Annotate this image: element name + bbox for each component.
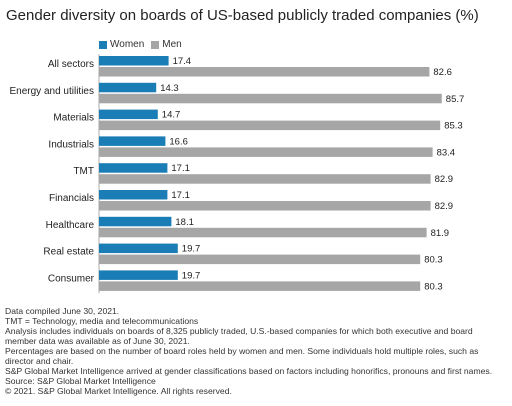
legend-item-women: Women	[99, 39, 144, 50]
bar-women	[99, 243, 178, 254]
legend-label-men: Men	[162, 39, 182, 50]
category-label: Financials	[49, 193, 94, 204]
footnote-line: © 2021. S&P Global Market Intelligence. …	[5, 386, 232, 396]
footnote-line: S&P Global Market Intelligence arrived a…	[5, 366, 493, 376]
bar-men	[99, 120, 441, 131]
footnotes: Data compiled June 30, 2021. TMT = Techno…	[5, 306, 510, 396]
footnote-line: director and chair.	[5, 356, 74, 366]
data-label-men: 83.4	[437, 147, 456, 158]
data-label-men: 81.9	[431, 228, 450, 239]
footnote-line: TMT = Technology, media and telecommunic…	[5, 316, 199, 326]
bar-women	[99, 270, 178, 280]
bar-men	[99, 67, 430, 77]
bar-women	[99, 190, 168, 200]
data-label-men: 80.3	[424, 255, 443, 266]
data-label-women: 17.1	[171, 190, 190, 201]
bar-men	[99, 281, 421, 291]
data-label-women: 16.6	[169, 136, 188, 147]
bar-women	[99, 163, 168, 173]
footnote-line: Analysis includes individuals on boards …	[5, 326, 473, 336]
bar-women	[99, 56, 169, 66]
data-label-men: 85.3	[444, 121, 463, 132]
data-label-women: 18.1	[175, 217, 194, 228]
bar-chart: All sectors 17.4 82.6 Energy and utilities 1…	[10, 54, 465, 294]
bar-women	[99, 109, 158, 120]
chart-title: Gender diversity on boards of US-based p…	[6, 7, 479, 24]
category-label: Materials	[53, 113, 94, 124]
data-label-men: 82.9	[435, 201, 454, 212]
data-label-women: 14.3	[160, 83, 179, 94]
data-label-women: 19.7	[182, 244, 201, 255]
bar-men	[99, 174, 431, 184]
category-label: All sectors	[48, 59, 94, 70]
category-label: Energy and utilities	[10, 86, 95, 97]
bar-men	[99, 93, 442, 104]
footnote-line: Source: S&P Global Market Intelligence	[5, 376, 156, 386]
bar-men	[99, 227, 427, 238]
data-label-men: 85.7	[446, 94, 465, 105]
bar-women	[99, 216, 172, 227]
data-label-women: 17.1	[171, 163, 190, 174]
category-label: Real estate	[43, 247, 94, 258]
data-label-men: 82.6	[433, 67, 452, 78]
legend: Women Men	[99, 39, 189, 50]
category-label: Consumer	[48, 273, 95, 284]
legend-swatch-men	[151, 40, 160, 49]
bar-men	[99, 254, 421, 265]
bar-women	[99, 82, 157, 93]
data-label-men: 82.9	[435, 174, 454, 185]
data-label-women: 17.4	[173, 56, 192, 67]
data-label-women: 14.7	[162, 110, 181, 121]
footnote-line: Percentages are based on the number of b…	[5, 346, 479, 356]
footnote-line: member data was available as of June 30,…	[5, 336, 190, 346]
category-label: Industrials	[48, 139, 94, 150]
bar-women	[99, 136, 166, 146]
data-label-women: 19.7	[182, 270, 201, 281]
legend-item-men: Men	[151, 39, 182, 50]
bar-men	[99, 147, 433, 157]
footnote-line: Data compiled June 30, 2021.	[5, 306, 120, 316]
legend-label-women: Women	[110, 39, 145, 50]
category-label: TMT	[73, 166, 94, 177]
legend-swatch-women	[99, 40, 107, 49]
bar-men	[99, 201, 431, 211]
data-label-men: 80.3	[424, 281, 443, 292]
category-label: Healthcare	[46, 220, 95, 231]
